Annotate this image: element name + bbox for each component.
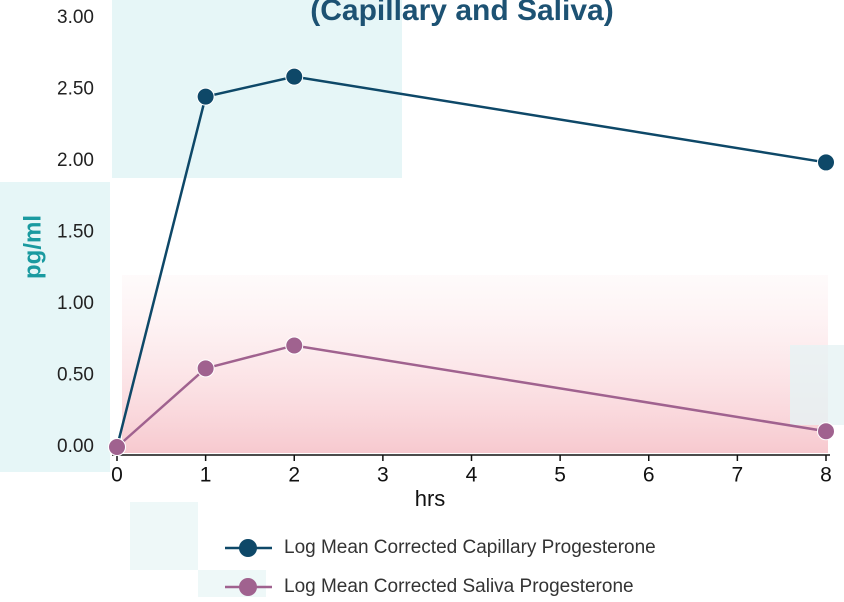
legend-marker — [239, 539, 257, 557]
data-point — [196, 359, 215, 378]
data-point — [285, 67, 304, 86]
y-axis-label: pg/ml — [19, 215, 46, 279]
data-point — [817, 422, 835, 441]
y-tick-label: 0.00 — [57, 436, 94, 457]
x-tick-label: 4 — [466, 464, 478, 487]
y-tick-label: 2.00 — [57, 150, 94, 171]
legend-label: Log Mean Corrected Capillary Progesteron… — [284, 537, 656, 558]
x-tick-label: 5 — [554, 464, 566, 487]
x-tick-label: 7 — [732, 464, 744, 487]
x-tick-label: 1 — [200, 464, 212, 487]
decor — [0, 182, 110, 472]
chart-title: (Capillary and Saliva) — [310, 0, 613, 27]
x-tick-label: 2 — [288, 464, 300, 487]
decor — [122, 275, 828, 453]
y-tick-label: 3.00 — [57, 7, 94, 28]
data-point — [196, 87, 215, 106]
decor — [130, 502, 198, 570]
series-line — [116, 344, 827, 448]
decor — [112, 0, 402, 178]
x-tick-label: 0 — [111, 464, 123, 487]
legend-marker — [239, 578, 257, 596]
y-tick-label: 1.00 — [57, 293, 94, 314]
x-tick-label: 6 — [643, 464, 655, 487]
legend-label: Log Mean Corrected Saliva Progesterone — [284, 576, 634, 597]
x-tick-label: 8 — [820, 464, 832, 487]
x-axis-label: hrs — [415, 486, 446, 511]
y-tick-label: 0.50 — [57, 365, 94, 386]
y-tick-label: 2.50 — [57, 79, 94, 100]
decor — [790, 345, 844, 425]
data-point — [285, 336, 304, 355]
series-line — [115, 75, 827, 448]
data-point — [108, 438, 126, 456]
data-point — [817, 153, 835, 172]
x-tick-label: 3 — [377, 464, 389, 487]
y-tick-label: 1.50 — [57, 222, 94, 243]
